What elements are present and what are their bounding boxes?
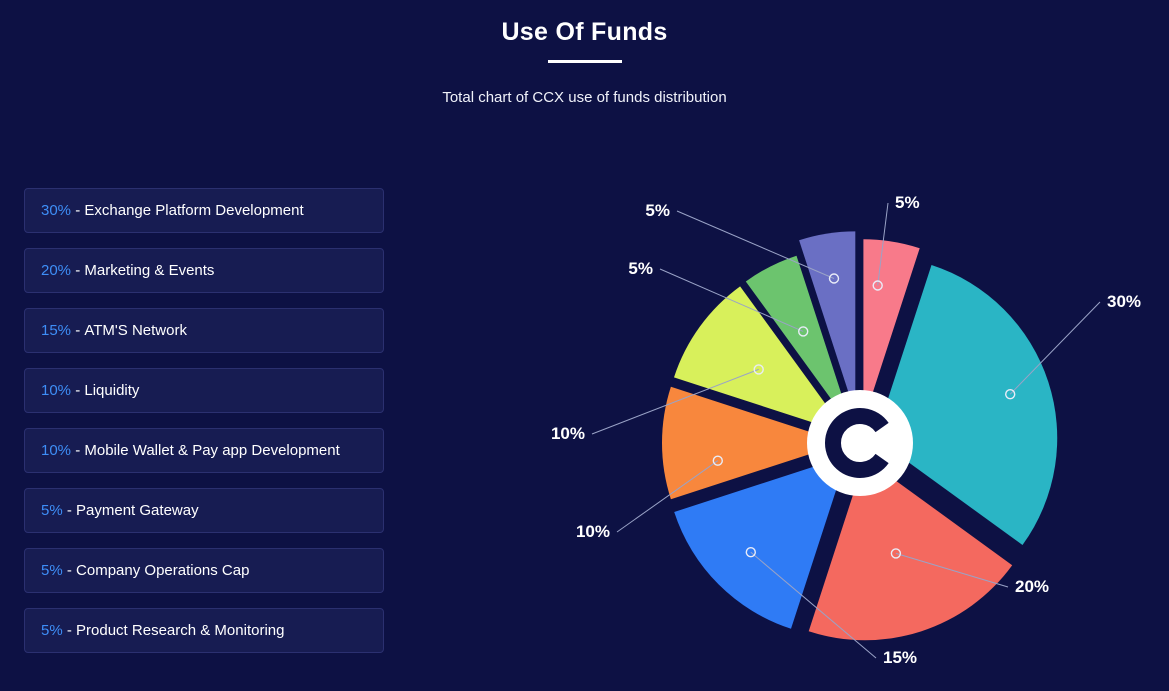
pie-chart-container: 30% 20% 15% 10% 10% 5% 5% 5% [515,165,1169,686]
funds-legend-list: 30% - Exchange Platform Development 20% … [24,188,384,668]
logo-circle [807,390,913,496]
legend-item-separator: - [71,442,85,459]
legend-item: 15% - ATM'S Network [24,308,384,353]
legend-item-separator: - [71,262,85,279]
slice-percent-label: 30% [1107,292,1141,311]
legend-item-percent: 30% [41,202,72,219]
legend-item-separator: - [71,382,85,399]
leader-dot [745,547,757,558]
slice-percent-label: 15% [883,648,917,667]
leader-dot [828,273,840,284]
leader-line [1009,301,1101,395]
leader-line [750,551,877,659]
leader-dot [1005,388,1016,400]
leader-dot [890,548,902,559]
legend-item-percent: 10% [41,382,72,399]
slice-percent-label: 5% [895,193,920,212]
legend-item-separator: - [62,502,77,519]
leader-dot [872,280,883,291]
legend-item-separator: - [62,562,77,579]
legend-item: 5% - Product Research & Monitoring [24,608,384,653]
legend-item-percent: 15% [41,322,72,339]
legend-item: 10% - Mobile Wallet & Pay app Developmen… [24,428,384,473]
slice-percent-label: 5% [628,259,653,278]
leader-line [676,210,835,279]
page-title: Use Of Funds [501,18,668,46]
legend-item-separator: - [62,622,77,639]
leader-dot [753,364,764,375]
legend-item: 20% - Marketing & Events [24,248,384,293]
legend-item: 30% - Exchange Platform Development [24,188,384,233]
legend-item-label: ATM'S Network [84,322,187,339]
title-underline [547,60,622,63]
legend-item-separator: - [71,202,85,219]
leader-line [895,552,1009,588]
legend-item-percent: 10% [41,442,72,459]
pie-slice-atm-s-network[interactable] [674,455,848,629]
legend-item-label: Liquidity [84,382,140,399]
legend-item-label: Company Operations Cap [76,562,250,579]
legend-item: 5% - Payment Gateway [24,488,384,533]
logo-c-mark [825,408,889,478]
legend-item-percent: 5% [41,622,63,639]
legend-item-label: Mobile Wallet & Pay app Development [84,442,340,459]
pie-slice-marketing-events[interactable] [808,458,1013,641]
pie-slice-company-operations-cap[interactable] [799,231,856,414]
leader-dot [712,455,724,466]
legend-item-percent: 20% [41,262,72,279]
ccx-center-logo [807,390,913,496]
leader-line [591,368,759,435]
pie-slice-mobile-wallet-pay-app-development[interactable] [674,286,848,434]
leader-line [659,268,804,332]
legend-item: 5% - Company Operations Cap [24,548,384,593]
pie-slice-payment-gateway[interactable] [745,255,853,429]
slice-percent-label: 10% [576,522,610,541]
page-subtitle: Total chart of CCX use of funds distribu… [442,89,727,106]
legend-item-label: Payment Gateway [76,502,199,519]
slice-percent-label: 10% [551,424,585,443]
legend-item-percent: 5% [41,502,63,519]
leader-line [877,202,889,286]
use-of-funds-pie-chart: 30% 20% 15% 10% 10% 5% 5% 5% [551,193,1141,667]
slice-percent-label: 5% [645,201,670,220]
legend-item-label: Exchange Platform Development [84,202,304,219]
slice-percent-label: 20% [1015,577,1049,596]
legend-item: 10% - Liquidity [24,368,384,413]
legend-item-separator: - [71,322,85,339]
legend-item-percent: 5% [41,562,63,579]
section-header: Use Of Funds Total chart of CCX use of f… [0,0,1169,106]
legend-item-label: Product Research & Monitoring [76,622,285,639]
legend-item-label: Marketing & Events [84,262,215,279]
pie-slice-exchange-platform-development[interactable] [875,265,1058,545]
leader-line [616,460,719,533]
pie-slice-liquidity[interactable] [662,386,844,500]
leader-dot [798,326,809,337]
